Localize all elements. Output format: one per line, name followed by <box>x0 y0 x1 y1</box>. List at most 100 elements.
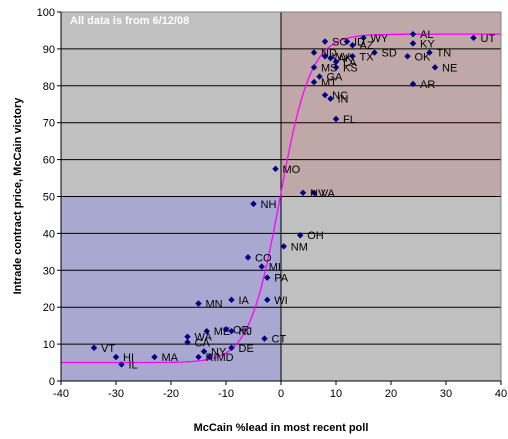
point-marker <box>321 91 329 99</box>
point-marker <box>272 165 279 173</box>
data-point-il: IL <box>118 359 138 371</box>
point-marker <box>310 49 318 56</box>
point-marker <box>297 232 304 239</box>
point-marker <box>343 38 351 45</box>
point-marker <box>112 353 120 361</box>
trend-curve <box>61 33 501 364</box>
y-tick-label: 10 <box>43 339 55 351</box>
data-point-mt: MT <box>310 77 337 89</box>
point-marker <box>151 353 158 361</box>
point-marker <box>310 78 318 86</box>
x-tick-label: -30 <box>108 388 124 400</box>
point-marker <box>200 348 208 355</box>
point-label: NE <box>442 62 457 74</box>
data-point-ut: UT <box>470 33 495 45</box>
data-point-md: MD <box>206 352 234 364</box>
data-point-fl: FL <box>332 114 356 126</box>
point-label: MA <box>162 352 179 364</box>
point-label: KY <box>420 38 435 50</box>
x-tick-label: 30 <box>440 388 452 400</box>
data-point-de: DE <box>228 343 254 355</box>
data-point-va: VA <box>310 188 336 200</box>
point-label: AR <box>420 79 435 91</box>
point-label: CT <box>272 334 287 346</box>
y-tick-label: 100 <box>37 7 55 19</box>
point-marker <box>228 344 235 351</box>
point-marker <box>349 53 356 60</box>
point-label: OH <box>307 230 324 242</box>
point-marker <box>118 361 125 368</box>
data-point-ky: KY <box>409 38 435 50</box>
y-tick-label: 30 <box>43 265 55 277</box>
x-tick-label: -10 <box>218 388 234 400</box>
data-point-ar: AR <box>409 79 435 91</box>
point-label: NC <box>332 90 348 102</box>
point-label: MI <box>269 262 281 274</box>
point-marker <box>332 58 340 66</box>
point-label: KS <box>343 62 358 74</box>
data-point-ms: MS <box>310 62 338 74</box>
trend-line <box>61 33 501 364</box>
data-point-vt: VT <box>90 343 115 355</box>
y-tick-label: 90 <box>43 44 55 56</box>
data-point-nm: NM <box>280 241 308 253</box>
data-point-al: AL <box>409 29 433 41</box>
point-label: TN <box>437 48 452 60</box>
point-marker <box>409 30 417 38</box>
region-top-right <box>281 12 501 197</box>
point-label: ID <box>354 37 365 49</box>
point-label: NH <box>261 199 277 211</box>
data-point-nc: NC <box>321 90 348 102</box>
x-tick-label: 40 <box>495 388 507 400</box>
data-point-mi: MI <box>258 262 281 274</box>
point-marker <box>426 49 433 56</box>
point-label: WI <box>274 295 287 307</box>
point-label: OK <box>415 51 432 63</box>
data-point-ia: IA <box>228 295 250 307</box>
point-label: NY <box>211 346 227 358</box>
point-marker <box>404 53 411 60</box>
point-marker <box>310 189 318 197</box>
data-point-mn: MN <box>195 299 223 311</box>
point-marker <box>228 296 235 304</box>
data-point-ct: CT <box>261 334 286 346</box>
point-marker <box>409 80 417 88</box>
y-tick-label: 40 <box>43 228 55 240</box>
point-label: CA <box>195 337 211 349</box>
point-label: MS <box>321 62 338 74</box>
data-point-wa: WA <box>184 332 212 344</box>
point-label: MD <box>217 352 234 364</box>
x-axis-title: McCain %lead in most recent poll <box>194 422 369 434</box>
point-marker <box>299 189 307 197</box>
data-point-sc: SC <box>321 37 347 49</box>
point-marker <box>184 339 191 346</box>
y-tick-label: 70 <box>43 118 55 130</box>
data-point-id: ID <box>343 37 365 49</box>
data-point-nv: NV <box>299 188 326 200</box>
data-point-ga: GA <box>316 72 343 84</box>
data-point-co: CO <box>244 252 272 264</box>
point-marker <box>280 243 287 250</box>
y-axis-title: Intrade contract price, McCain victory <box>12 97 24 295</box>
point-marker <box>316 73 323 80</box>
data-point-ks: KS <box>332 62 358 74</box>
point-marker <box>321 53 329 60</box>
point-marker <box>222 326 230 333</box>
point-marker <box>195 300 202 307</box>
point-label: UT <box>481 33 496 45</box>
y-tick-label: 0 <box>49 376 55 388</box>
y-tick-label: 80 <box>43 81 55 93</box>
point-label: WY <box>371 33 389 45</box>
data-point-ma: MA <box>151 352 179 364</box>
point-label: NV <box>310 188 326 200</box>
point-label: HI <box>123 352 134 364</box>
point-marker <box>431 64 439 71</box>
point-marker <box>184 333 191 340</box>
x-tick-label: 0 <box>278 388 284 400</box>
data-point-tx: TX <box>349 51 374 63</box>
point-label: IL <box>129 359 138 371</box>
point-label: AZ <box>360 40 374 52</box>
data-point-wy: WY <box>360 33 389 45</box>
